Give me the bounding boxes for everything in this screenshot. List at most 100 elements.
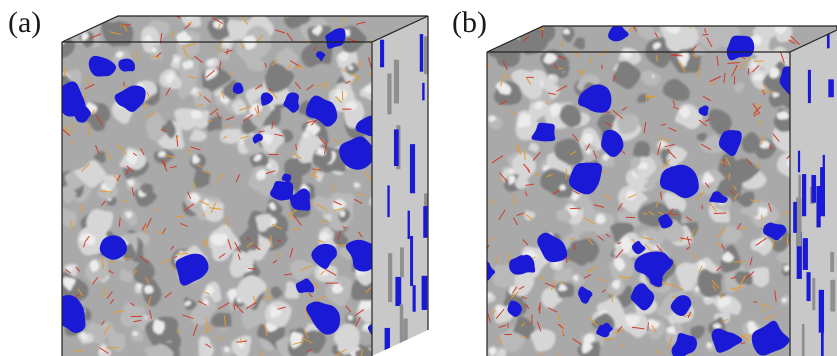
molecule-bond bbox=[631, 326, 645, 330]
surface-highlight bbox=[136, 283, 142, 290]
side-face-streak bbox=[802, 238, 808, 270]
molecule-bond bbox=[617, 202, 623, 211]
molecule-bond bbox=[655, 54, 659, 62]
molecule-bond bbox=[481, 76, 486, 80]
blue-pore-blob bbox=[726, 35, 755, 61]
gray-surface-blob bbox=[284, 16, 311, 29]
molecule-bond bbox=[171, 264, 175, 270]
side-face-streak bbox=[395, 276, 402, 306]
molecule-bond bbox=[487, 237, 494, 244]
molecule-bond bbox=[218, 61, 222, 71]
surface-highlight bbox=[543, 52, 558, 64]
molecule-bond bbox=[512, 217, 519, 226]
molecule-bond bbox=[187, 21, 193, 25]
molecule-bond bbox=[276, 252, 281, 259]
molecule-bond bbox=[570, 237, 576, 241]
gray-surface-blob bbox=[663, 192, 687, 214]
gray-surface-blob bbox=[140, 183, 154, 194]
molecule-bond bbox=[103, 324, 111, 336]
molecule-bond bbox=[500, 75, 504, 87]
side-face-streak bbox=[820, 167, 826, 217]
surface-highlight bbox=[253, 154, 262, 162]
molecule-bond bbox=[216, 172, 225, 183]
gray-surface-blob bbox=[514, 272, 535, 297]
molecule-bond bbox=[520, 322, 526, 327]
molecule-bond bbox=[604, 338, 614, 340]
molecule-bond bbox=[146, 217, 152, 229]
molecule-bond bbox=[719, 293, 722, 299]
molecule-bond bbox=[716, 55, 719, 67]
molecule-bond bbox=[190, 146, 201, 151]
molecule-bond bbox=[140, 148, 145, 156]
molecule-bond bbox=[664, 143, 676, 148]
molecule-bond bbox=[202, 212, 206, 218]
gray-surface-blob bbox=[629, 156, 641, 169]
molecule-bond bbox=[142, 223, 147, 231]
molecule-bond bbox=[788, 39, 796, 45]
gray-surface-blob bbox=[108, 330, 126, 352]
surface-highlight bbox=[572, 274, 579, 282]
molecule-bond bbox=[144, 225, 147, 234]
molecule-bond bbox=[130, 302, 135, 307]
molecule-bond bbox=[657, 211, 665, 216]
molecule-bond bbox=[524, 191, 528, 197]
molecule-bond bbox=[113, 310, 125, 313]
molecule-bond bbox=[723, 73, 726, 84]
molecule-bond bbox=[284, 273, 293, 276]
molecule-bond bbox=[255, 84, 263, 90]
side-face-streak bbox=[828, 79, 834, 98]
molecule-bond bbox=[698, 119, 708, 127]
gray-surface-blob bbox=[613, 60, 641, 90]
blue-pore-blob bbox=[537, 232, 568, 263]
molecule-bond bbox=[552, 189, 560, 195]
surface-highlight bbox=[62, 276, 76, 291]
molecule-bond bbox=[355, 76, 358, 83]
gray-surface-blob bbox=[656, 305, 672, 317]
molecule-bond bbox=[125, 169, 130, 175]
isosurface-side-b bbox=[790, 30, 837, 356]
gray-surface-blob bbox=[528, 100, 550, 120]
molecule-bond bbox=[101, 257, 105, 269]
molecule-bond bbox=[670, 53, 678, 57]
molecule-bond bbox=[126, 165, 134, 173]
molecule-bond bbox=[286, 32, 294, 42]
gray-surface-blob bbox=[205, 116, 223, 132]
molecule-bond bbox=[772, 133, 780, 142]
molecule-bond bbox=[702, 33, 709, 36]
molecule-bond bbox=[255, 34, 264, 43]
surface-highlight bbox=[126, 179, 135, 187]
blue-pore-blob bbox=[252, 133, 263, 144]
gray-surface-blob bbox=[74, 160, 107, 188]
molecule-bond bbox=[367, 57, 373, 69]
molecule-bond bbox=[696, 191, 705, 201]
molecule-bond bbox=[510, 291, 519, 299]
gray-surface-blob bbox=[103, 174, 119, 190]
molecule-bond bbox=[660, 281, 673, 287]
molecule-bond bbox=[161, 228, 167, 235]
surface-highlight bbox=[176, 30, 192, 45]
gray-surface-blob bbox=[643, 181, 656, 192]
molecule-bond bbox=[572, 338, 582, 345]
gray-surface-blob bbox=[646, 228, 665, 245]
blue-pore-blob bbox=[531, 122, 556, 142]
surface-highlight bbox=[172, 56, 180, 64]
molecule-bond bbox=[353, 198, 363, 204]
gray-surface-blob bbox=[690, 325, 706, 340]
molecule-bond bbox=[75, 266, 80, 272]
side-face-streak bbox=[826, 30, 830, 49]
molecule-bond bbox=[734, 261, 746, 263]
molecule-bond bbox=[180, 223, 188, 227]
molecule-bond bbox=[197, 300, 207, 306]
gray-surface-blob bbox=[255, 213, 272, 232]
molecule-bond bbox=[314, 295, 326, 303]
molecule-bond bbox=[198, 91, 203, 97]
molecule-bond bbox=[755, 237, 767, 246]
molecule-bond bbox=[531, 256, 536, 260]
surface-highlight bbox=[81, 32, 89, 42]
molecule-bond bbox=[712, 284, 717, 291]
gray-surface-blob bbox=[62, 185, 77, 204]
molecule-bond bbox=[685, 216, 692, 222]
molecule-bond bbox=[722, 318, 728, 323]
molecule-bond bbox=[266, 288, 269, 295]
